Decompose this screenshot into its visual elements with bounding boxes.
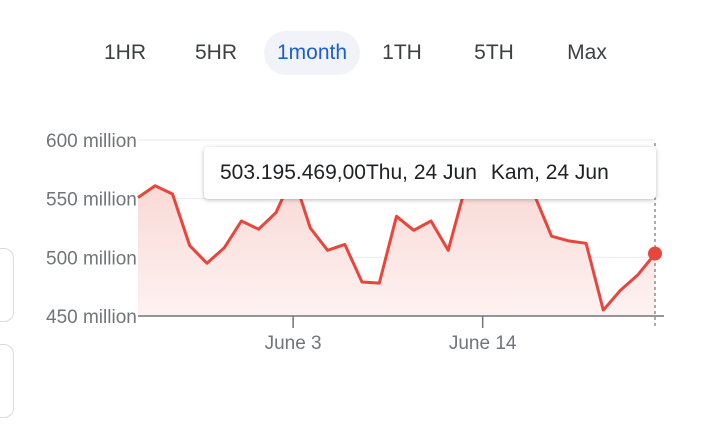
- tooltip-value: 503.195.469,00: [220, 161, 366, 184]
- tab-5th[interactable]: 5TH: [474, 41, 514, 64]
- tab-5hr[interactable]: 5HR: [194, 41, 237, 64]
- tab-1th[interactable]: 1TH: [382, 41, 422, 64]
- y-tick-label: 450 million: [46, 307, 137, 328]
- x-tick-label: June 14: [449, 333, 517, 354]
- area-fill: [138, 175, 655, 316]
- tab-max[interactable]: Max: [567, 41, 607, 64]
- tooltip-date-local: Kam, 24 Jun: [490, 161, 609, 184]
- value-tooltip: 503.195.469,00 Thu, 24 Jun Kam, 24 Jun: [204, 147, 656, 199]
- highlight-point: [648, 246, 662, 261]
- price-line: [137, 173, 657, 312]
- tab-1month[interactable]: 1month: [264, 31, 360, 75]
- side-panel-edge-bottom[interactable]: [0, 344, 14, 418]
- y-tick-label: 550 million: [46, 190, 137, 211]
- y-tick-label: 600 million: [46, 131, 137, 152]
- tooltip-date: Thu, 24 Jun: [365, 161, 477, 184]
- x-tick-label: June 3: [265, 333, 322, 354]
- y-tick-label: 500 million: [46, 248, 137, 269]
- tab-1hr[interactable]: 1HR: [103, 41, 146, 64]
- side-panel-edge-top[interactable]: [0, 248, 14, 322]
